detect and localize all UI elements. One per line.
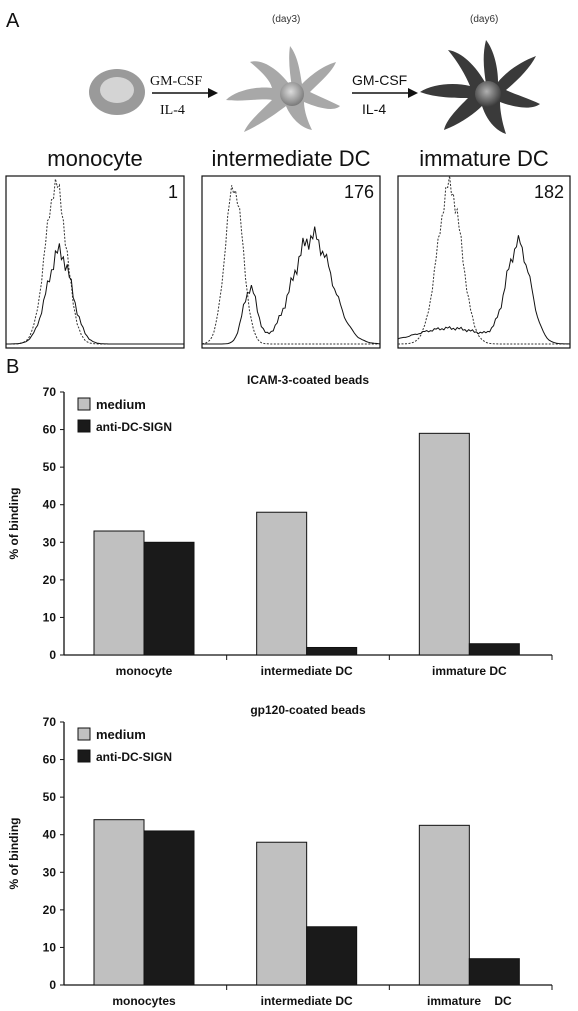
histogram-frame	[397, 175, 571, 349]
y-axis-label: % of binding	[7, 818, 21, 890]
arrow-1-bottom-label: IL-4	[160, 103, 185, 118]
y-tick-label: 30	[43, 865, 57, 879]
bar-anti-dc-sign	[306, 926, 358, 986]
x-category-label: immature DC	[432, 664, 507, 678]
bar-medium	[93, 819, 145, 986]
histogram-stain-curve	[6, 243, 184, 345]
day6-label: (day6)	[470, 14, 498, 25]
y-axis-label: % of binding	[7, 488, 21, 560]
legend-label: anti-DC-SIGN	[96, 750, 172, 764]
y-tick-label: 40	[43, 498, 57, 512]
y-tick-label: 20	[43, 903, 57, 917]
bar-medium	[256, 511, 308, 656]
bar-anti-dc-sign	[143, 541, 195, 656]
histogram-panels: monocyte 1 intermediate DC 176 immature DC 18…	[5, 146, 571, 349]
x-category-label: immature DC	[427, 994, 512, 1008]
arrow-1-top-label: GM-CSF	[150, 74, 202, 89]
y-tick-label: 20	[43, 573, 57, 587]
histogram-frame	[5, 175, 185, 349]
legend-swatch	[77, 727, 91, 741]
y-tick-label: 10	[43, 940, 57, 954]
legend-label: medium	[96, 397, 146, 412]
intermediate-dc-icon	[226, 46, 340, 132]
legend-label: anti-DC-SIGN	[96, 420, 172, 434]
y-tick-label: 0	[49, 648, 56, 662]
panel-a-label: A	[6, 10, 20, 32]
bar-anti-dc-sign	[468, 643, 520, 656]
bar-anti-dc-sign	[306, 646, 358, 656]
bar-medium	[93, 530, 145, 656]
histogram-title: immature DC	[419, 146, 549, 171]
bar-medium	[418, 824, 470, 986]
bar-medium	[256, 841, 308, 986]
histogram-value: 1	[168, 182, 178, 202]
arrow-2-icon	[352, 88, 418, 98]
histogram-control-curve	[6, 178, 184, 345]
y-tick-label: 10	[43, 610, 57, 624]
histogram-frame	[201, 175, 381, 349]
y-tick-label: 50	[43, 790, 57, 804]
arrow-2-bottom-label: IL-4	[362, 101, 386, 117]
y-tick-label: 40	[43, 828, 57, 842]
legend-label: medium	[96, 727, 146, 742]
bar-medium	[418, 432, 470, 656]
x-category-label: monocyte	[116, 664, 173, 678]
y-tick-label: 60	[43, 423, 57, 437]
legend-swatch	[77, 419, 91, 433]
chart-title: gp120-coated beads	[250, 703, 366, 717]
histogram-control-curve	[398, 175, 570, 345]
bar-anti-dc-sign	[143, 830, 195, 986]
histogram-title: intermediate DC	[212, 146, 371, 171]
y-tick-label: 60	[43, 753, 57, 767]
y-tick-label: 30	[43, 535, 57, 549]
y-tick-label: 0	[49, 978, 56, 992]
histogram-value: 182	[534, 182, 564, 202]
histogram-stain-curve	[397, 235, 571, 345]
histogram-control-curve	[201, 185, 380, 345]
icam3-bar-chart: ICAM-3-coated beads 0 10 20 30 40 50 60 70 % of b…	[7, 373, 553, 678]
panel-b-label: B	[6, 356, 20, 378]
arrow-2-top-label: GM-CSF	[352, 72, 407, 88]
day3-label: (day3)	[272, 14, 300, 25]
y-tick-label: 50	[43, 460, 57, 474]
y-tick-label: 70	[43, 385, 57, 399]
x-category-label: intermediate DC	[261, 664, 353, 678]
legend-swatch	[77, 397, 91, 411]
differentiation-diagram: GM-CSF IL-4 (day3) GM-CSF IL-4 (day6)	[89, 14, 540, 134]
monocyte-cell-icon	[89, 69, 145, 115]
histogram-title: monocyte	[47, 146, 142, 171]
y-tick-label: 70	[43, 715, 57, 729]
legend-swatch	[77, 749, 91, 763]
bar-anti-dc-sign	[468, 958, 520, 986]
immature-dc-icon	[420, 40, 540, 134]
gp120-bar-chart: gp120-coated beads 0 10 20 30 40 50 60 70 % of bi…	[7, 703, 553, 1008]
x-category-label: intermediate DC	[261, 994, 353, 1008]
arrow-1-icon	[152, 88, 218, 98]
x-category-label: monocytes	[112, 994, 176, 1008]
chart-title: ICAM-3-coated beads	[247, 373, 369, 387]
histogram-value: 176	[344, 182, 374, 202]
histogram-stain-curve	[202, 226, 381, 345]
